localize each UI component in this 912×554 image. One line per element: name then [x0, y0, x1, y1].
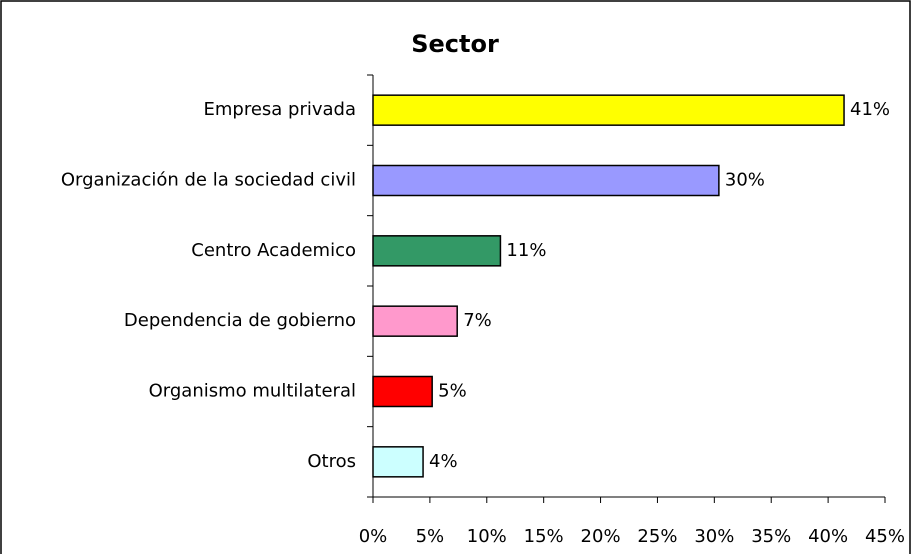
chart-title: Sector	[411, 30, 499, 58]
bar	[372, 235, 502, 267]
x-tick-label: 10%	[467, 526, 507, 547]
data-label: 41%	[850, 99, 890, 120]
x-tick-label: 5%	[416, 526, 445, 547]
x-tick-label: 25%	[637, 526, 677, 547]
data-label: 4%	[429, 451, 458, 472]
data-label: 7%	[463, 310, 492, 331]
bar	[372, 305, 458, 337]
y-tick-label: Organización de la sociedad civil	[61, 170, 356, 191]
x-tick-label: 0%	[359, 526, 388, 547]
data-label: 30%	[725, 170, 765, 191]
data-label: 5%	[438, 381, 467, 402]
x-tick-label: 45%	[865, 526, 905, 547]
bar	[372, 94, 845, 126]
x-tick-label: 40%	[808, 526, 848, 547]
y-tick-label: Empresa privada	[203, 99, 356, 120]
y-tick-label: Otros	[307, 451, 356, 472]
y-tick-label: Organismo multilateral	[149, 381, 356, 402]
x-tick-label: 15%	[524, 526, 564, 547]
x-tick-label: 20%	[581, 526, 621, 547]
x-tick-label: 30%	[694, 526, 734, 547]
bar	[372, 446, 424, 478]
data-label: 11%	[506, 240, 546, 261]
bar	[372, 375, 433, 408]
x-tick-label: 35%	[751, 526, 791, 547]
y-tick-label: Dependencia de gobierno	[124, 310, 356, 331]
y-tick-label: Centro Academico	[191, 240, 356, 261]
bar	[372, 164, 720, 197]
